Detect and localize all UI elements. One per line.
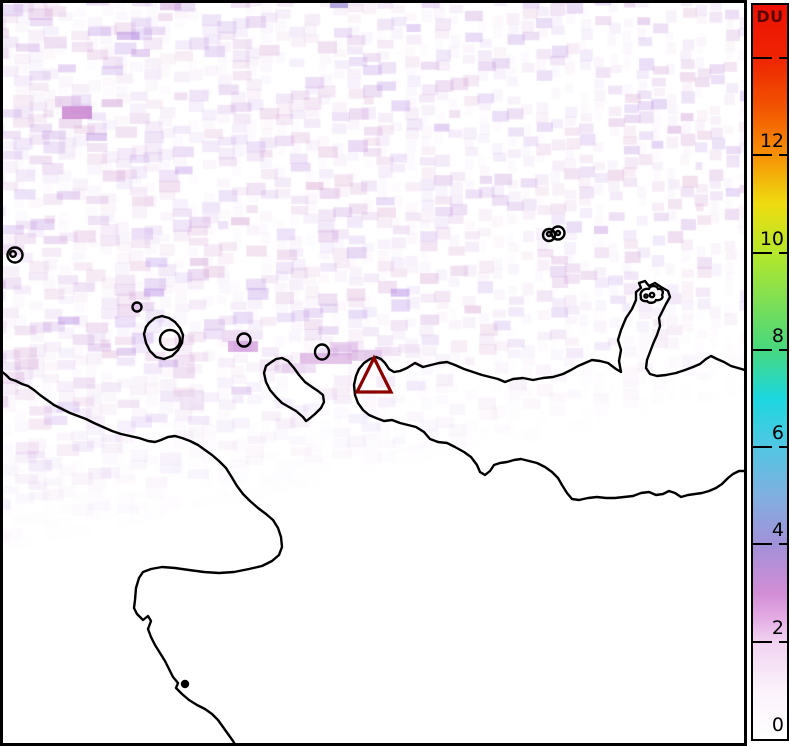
islet-dot bbox=[180, 679, 190, 689]
colorbar-section-line bbox=[778, 251, 787, 254]
peninsula-crater-inner-ring bbox=[648, 291, 656, 299]
colorbar-section-line bbox=[753, 543, 773, 546]
colorbar-section-line bbox=[778, 154, 787, 157]
colorbar-section-line bbox=[753, 154, 773, 157]
colorbar-section-line bbox=[778, 640, 787, 643]
island-crater-outer bbox=[142, 314, 185, 361]
colorbar-section-line bbox=[778, 446, 787, 449]
colorbar-section-line bbox=[753, 348, 773, 351]
colorbar-tick-label: 4 bbox=[771, 519, 784, 542]
colorbar: DU 0 2 4 6 8 10 12 bbox=[751, 3, 789, 741]
colorbar-section-line bbox=[753, 57, 773, 59]
island-small-1 bbox=[131, 301, 143, 313]
colorbar-section-line bbox=[778, 543, 787, 546]
peninsula-crater-inner-dot bbox=[643, 293, 649, 299]
colorbar-section-line bbox=[753, 251, 773, 254]
colorbar-tick-label: 8 bbox=[771, 324, 784, 347]
island-left-edge-inner bbox=[8, 249, 17, 258]
coastline-west-mainland bbox=[3, 370, 284, 743]
colorbar-tick-label: 0 bbox=[771, 714, 784, 736]
colorbar-tick-label: 10 bbox=[759, 227, 784, 250]
colorbar-gradient bbox=[753, 5, 787, 739]
colorbar-section-line bbox=[778, 348, 787, 351]
island-double-a-inner bbox=[545, 230, 553, 238]
island-large bbox=[262, 356, 326, 423]
peninsula-crater-contour bbox=[639, 284, 664, 304]
colorbar-tick-label: 2 bbox=[771, 616, 784, 639]
colorbar-section-line bbox=[778, 57, 787, 59]
island-crater-inner-ring bbox=[158, 328, 182, 352]
colorbar-tick-label: 12 bbox=[759, 130, 784, 153]
colorbar-unit-title: DU bbox=[756, 7, 784, 26]
colorbar-section-line bbox=[753, 640, 773, 643]
island-left-edge bbox=[6, 246, 24, 264]
coastlines-layer bbox=[3, 225, 744, 743]
island-small-3 bbox=[313, 343, 331, 361]
volcano-marker bbox=[354, 354, 394, 394]
colorbar-tick-label: 6 bbox=[771, 422, 784, 445]
map-area bbox=[0, 0, 747, 746]
coastline-east-mainland bbox=[352, 279, 744, 502]
island-small-2 bbox=[236, 332, 252, 348]
island-double-b-inner bbox=[554, 229, 562, 237]
colorbar-section-line bbox=[753, 446, 773, 449]
island-double-a bbox=[541, 227, 557, 243]
